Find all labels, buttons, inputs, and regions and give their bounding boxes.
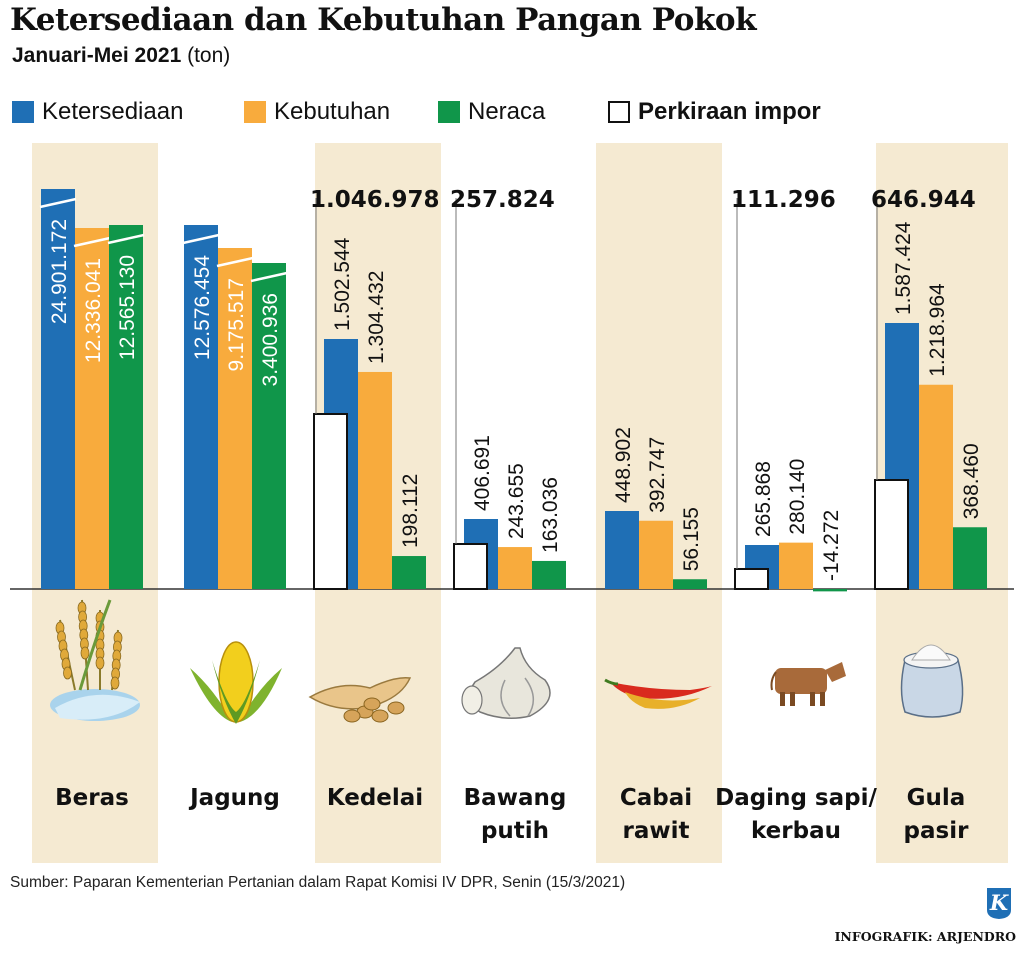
bar-neraca-gula-pasir	[953, 527, 987, 589]
bar-neraca-kedelai	[392, 556, 426, 589]
data-label-neraca-gula-pasir: 368.460	[960, 443, 983, 519]
bar-ketersediaan-beras	[41, 189, 75, 589]
credit: INFOGRAFIK: ARJENDRO	[834, 929, 1016, 944]
category-label-beras: Beras	[55, 785, 129, 811]
data-label-ketersediaan-kedelai: 1.502.544	[331, 237, 354, 331]
axis-break-neraca-jagung	[250, 271, 288, 283]
data-label-ketersediaan-daging-sapi-kerbau: 265.868	[752, 461, 775, 537]
bar-impor-gula-pasir	[874, 479, 909, 590]
data-label-neraca-bawang-putih: 163.036	[539, 477, 562, 553]
axis-break-kebutuhan-beras	[73, 236, 111, 248]
soybean-icon	[308, 676, 412, 723]
legend-swatch-impor	[608, 101, 630, 123]
bar-kebutuhan-cabai-rawit	[639, 520, 673, 589]
legend-swatch-kebutuhan	[244, 101, 266, 123]
legend: Ketersediaan Kebutuhan Neraca Perkiraan …	[12, 98, 1012, 130]
chili-icon	[604, 678, 712, 709]
legend-label-impor: Perkiraan impor	[638, 98, 821, 125]
subtitle-period: Januari-Mei 2021	[12, 44, 182, 67]
category-label-gula-pasir-line2: pasir	[904, 818, 970, 844]
kompas-logo-icon: K	[987, 888, 1011, 919]
data-label-neraca-kedelai: 198.112	[399, 474, 422, 548]
axis-break-ketersediaan-beras	[39, 197, 77, 209]
data-label-neraca-cabai-rawit: 56.155	[680, 507, 703, 571]
bar-neraca-cabai-rawit	[673, 579, 707, 589]
garlic-icon	[461, 647, 551, 719]
legend-swatch-neraca	[438, 101, 460, 123]
legend-item-ketersediaan: Ketersediaan	[12, 98, 183, 126]
axis-break-neraca-beras	[107, 233, 145, 245]
data-label-impor-bawang-putih: 257.824	[450, 187, 555, 213]
data-label-kebutuhan-kedelai: 1.304.432	[365, 271, 388, 364]
legend-label-kebutuhan: Kebutuhan	[274, 98, 391, 125]
category-label-cabai-rawit-line1: Cabai	[620, 785, 692, 811]
bar-impor-kedelai	[313, 413, 348, 590]
logo-letter: K	[989, 890, 1009, 915]
category-label-gula-pasir-line1: Gula	[907, 785, 966, 811]
bar-impor-daging-sapi-kerbau	[734, 568, 769, 590]
category-label-jagung: Jagung	[188, 785, 280, 811]
bar-kebutuhan-daging-sapi-kerbau	[779, 542, 813, 589]
category-label-bawang-putih-line1: Bawang	[464, 785, 567, 811]
data-label-kebutuhan-cabai-rawit: 392.747	[646, 437, 669, 513]
data-label-neraca-jagung: 3.400.936	[259, 293, 282, 386]
rice-icon	[50, 599, 140, 721]
bar-kebutuhan-kedelai	[358, 371, 392, 589]
subtitle-unit: (ton)	[187, 44, 231, 67]
data-label-ketersediaan-beras: 24.901.172	[48, 219, 71, 324]
legend-item-impor: Perkiraan impor	[608, 98, 821, 126]
category-band-cabai-rawit	[596, 143, 722, 863]
bar-kebutuhan-jagung	[218, 248, 252, 589]
category-label-bawang-putih-line2: putih	[481, 818, 549, 844]
legend-label-neraca: Neraca	[468, 98, 546, 125]
bar-neraca-bawang-putih	[532, 560, 566, 589]
data-label-impor-daging-sapi-kerbau: 111.296	[731, 187, 836, 213]
chart-title: Ketersediaan dan Kebutuhan Pangan Pokok	[10, 2, 757, 38]
data-label-ketersediaan-cabai-rawit: 448.902	[612, 427, 635, 503]
data-label-impor-kedelai: 1.046.978	[310, 187, 440, 213]
bar-ketersediaan-cabai-rawit	[605, 511, 639, 589]
legend-swatch-ketersediaan	[12, 101, 34, 123]
source-note: Sumber: Paparan Kementerian Pertanian da…	[10, 874, 626, 891]
bar-kebutuhan-gula-pasir	[919, 384, 953, 589]
data-label-kebutuhan-daging-sapi-kerbau: 280.140	[786, 459, 809, 535]
category-label-cabai-rawit-line2: rawit	[623, 818, 690, 844]
bar-neraca-beras	[109, 225, 143, 589]
category-label-daging-sapi-kerbau-line1: Daging sapi/	[715, 785, 877, 811]
cow-icon	[770, 662, 846, 706]
data-label-kebutuhan-gula-pasir: 1.218.964	[926, 283, 949, 377]
bar-kebutuhan-bawang-putih	[498, 547, 532, 589]
sugar-sack-icon	[900, 644, 964, 718]
data-label-ketersediaan-bawang-putih: 406.691	[471, 435, 494, 511]
data-label-kebutuhan-beras: 12.336.041	[82, 258, 105, 363]
data-label-ketersediaan-jagung: 12.576.454	[191, 255, 214, 360]
category-label-daging-sapi-kerbau-line2: kerbau	[751, 818, 841, 844]
data-label-neraca-daging-sapi-kerbau: -14.272	[820, 510, 843, 581]
data-label-kebutuhan-jagung: 9.175.517	[225, 278, 248, 371]
chart-subtitle: Januari-Mei 2021 (ton)	[12, 44, 230, 68]
bar-kebutuhan-beras	[75, 228, 109, 589]
legend-item-kebutuhan: Kebutuhan	[244, 98, 390, 126]
bar-ketersediaan-jagung	[184, 225, 218, 589]
axis-break-kebutuhan-jagung	[216, 256, 254, 268]
bar-neraca-jagung	[252, 263, 286, 589]
axis-break-ketersediaan-jagung	[182, 233, 220, 245]
legend-item-neraca: Neraca	[438, 98, 545, 126]
legend-label-ketersediaan: Ketersediaan	[42, 98, 184, 125]
corn-icon	[190, 641, 282, 724]
category-label-kedelai: Kedelai	[327, 785, 423, 811]
data-label-impor-gula-pasir: 646.944	[871, 187, 976, 213]
bar-neraca-daging-sapi-kerbau	[813, 589, 847, 592]
bar-impor-bawang-putih	[453, 543, 488, 590]
data-label-ketersediaan-gula-pasir: 1.587.424	[892, 221, 915, 315]
data-label-neraca-beras: 12.565.130	[116, 255, 139, 360]
data-label-kebutuhan-bawang-putih: 243.655	[505, 463, 528, 539]
